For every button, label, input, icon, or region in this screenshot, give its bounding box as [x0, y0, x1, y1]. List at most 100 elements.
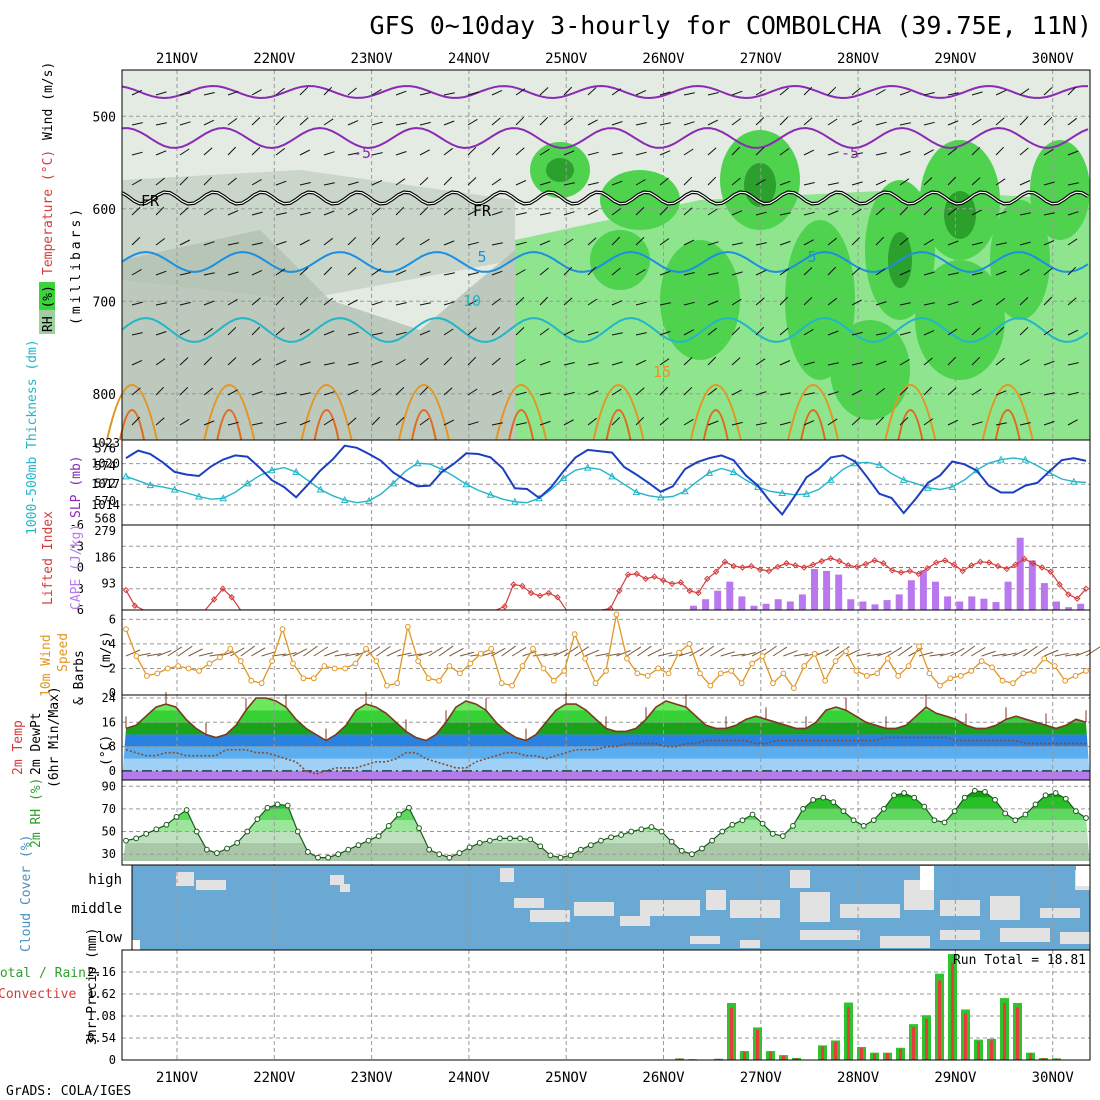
- wind-barb: [611, 300, 623, 306]
- temp-below-zero: [122, 770, 1090, 780]
- rh-marker: [971, 787, 978, 794]
- wind-barb-10m: [230, 647, 245, 657]
- wind-barb: [203, 356, 213, 366]
- wind-barb: [323, 182, 335, 186]
- wind-marker: [749, 660, 755, 667]
- cape-bar: [774, 599, 782, 610]
- rh-marker: [628, 828, 635, 835]
- wind-barb: [851, 120, 863, 126]
- wind-barb: [251, 269, 263, 276]
- wind-marker: [853, 668, 860, 674]
- thickness-marker: [826, 475, 835, 483]
- wind-barb: [395, 178, 406, 186]
- wind-marker: [446, 663, 453, 669]
- wind-barb-10m: [960, 645, 976, 657]
- wind-barb: [155, 150, 167, 156]
- isotherm-15: [884, 384, 937, 441]
- temp2m-panel: 0 8 16 24: [102, 691, 1091, 781]
- wind-barb: [779, 392, 791, 396]
- wind-barb: [1019, 327, 1029, 336]
- wind-marker: [373, 658, 380, 664]
- wind-barb: [419, 149, 430, 156]
- rh-marker: [1022, 811, 1029, 818]
- wind-barb: [899, 417, 909, 426]
- slp-ylabels: 1000-500mb Thickness (dm) SLP (mb): [25, 339, 84, 535]
- wind-barb: [371, 179, 383, 186]
- contour-label: -5: [353, 144, 371, 162]
- wind-barb: [1067, 117, 1078, 126]
- wind-barb: [515, 241, 527, 246]
- rh-marker: [901, 790, 908, 796]
- rh-marker: [850, 817, 857, 824]
- wind-barb: [851, 417, 861, 426]
- wind-barb-10m: [626, 646, 642, 657]
- cape-bar: [932, 581, 939, 610]
- wind-barb: [395, 302, 407, 306]
- isotherm-minus10: [121, 84, 1089, 100]
- isotherm-minus5: [121, 126, 1089, 150]
- wind-barb: [659, 417, 669, 426]
- rh-marker: [315, 854, 321, 861]
- thickness-marker: [559, 474, 568, 482]
- wind-barb: [899, 270, 911, 276]
- rh-marker: [618, 832, 625, 838]
- rh-marker: [769, 830, 776, 837]
- wind-barb: [827, 418, 838, 426]
- wind-barb: [611, 208, 622, 216]
- cape-bar: [1040, 583, 1048, 610]
- wind-marker: [738, 680, 745, 687]
- precip-conv-bar: [1042, 1058, 1045, 1060]
- wind-barb: [539, 148, 550, 156]
- rh-blob: [1030, 140, 1090, 240]
- li-marker: [1029, 560, 1037, 567]
- li-marker: [968, 562, 975, 569]
- rh-marker: [961, 794, 968, 801]
- wind-barb: [971, 146, 981, 156]
- wind-barb: [995, 242, 1007, 246]
- wind-barb: [875, 179, 887, 186]
- li-marker: [527, 589, 535, 597]
- wind-barb: [1067, 329, 1079, 336]
- rh-marker: [123, 837, 129, 844]
- wind-barb-10m: [1033, 646, 1049, 657]
- thickness-marker: [511, 497, 519, 505]
- wind-barb: [707, 119, 719, 126]
- wind-barb: [1067, 266, 1077, 276]
- ytick-thickness: 576: [94, 441, 116, 455]
- wind-barb-10m: [313, 646, 329, 657]
- wind-barb: [491, 326, 501, 336]
- rh-marker: [678, 847, 685, 854]
- rh-blob: [590, 230, 650, 290]
- wind-barb: [131, 416, 141, 426]
- wind-barb: [971, 421, 983, 426]
- wind-barb: [851, 362, 863, 366]
- wind-barb-10m: [345, 652, 360, 657]
- ylabel-2mdewpt: 2m DewPt: [29, 712, 44, 775]
- rh-marker: [931, 817, 938, 824]
- wind-barb: [347, 87, 357, 96]
- wind-barb-10m: [929, 653, 944, 657]
- wind-marker: [217, 654, 223, 661]
- wind-barb-10m: [397, 652, 412, 657]
- wind-barb: [803, 86, 813, 96]
- wind-barb: [467, 91, 479, 96]
- wind-barb: [155, 122, 167, 126]
- ytick-temp: 8: [109, 740, 116, 754]
- wind-barb: [827, 237, 837, 246]
- wind-barb: [155, 358, 166, 366]
- ylabel-cape: CAPE (J/kg): [69, 524, 84, 610]
- wind-barb: [971, 241, 983, 246]
- isotherm-20: [897, 409, 924, 441]
- wind-barb: [827, 86, 837, 96]
- wind-barb: [515, 147, 525, 156]
- ylabel-slp: SLP (mb): [69, 455, 84, 518]
- wind-barb: [299, 182, 311, 186]
- wind-barb-10m: [553, 648, 569, 657]
- precip-conv-bar: [834, 1042, 837, 1060]
- cloud-gap: [840, 904, 900, 918]
- wind-barb: [875, 301, 887, 306]
- wind-barb: [251, 211, 263, 216]
- wind-barb: [227, 298, 238, 306]
- wind-barb: [995, 357, 1005, 366]
- wind-barb: [611, 361, 623, 366]
